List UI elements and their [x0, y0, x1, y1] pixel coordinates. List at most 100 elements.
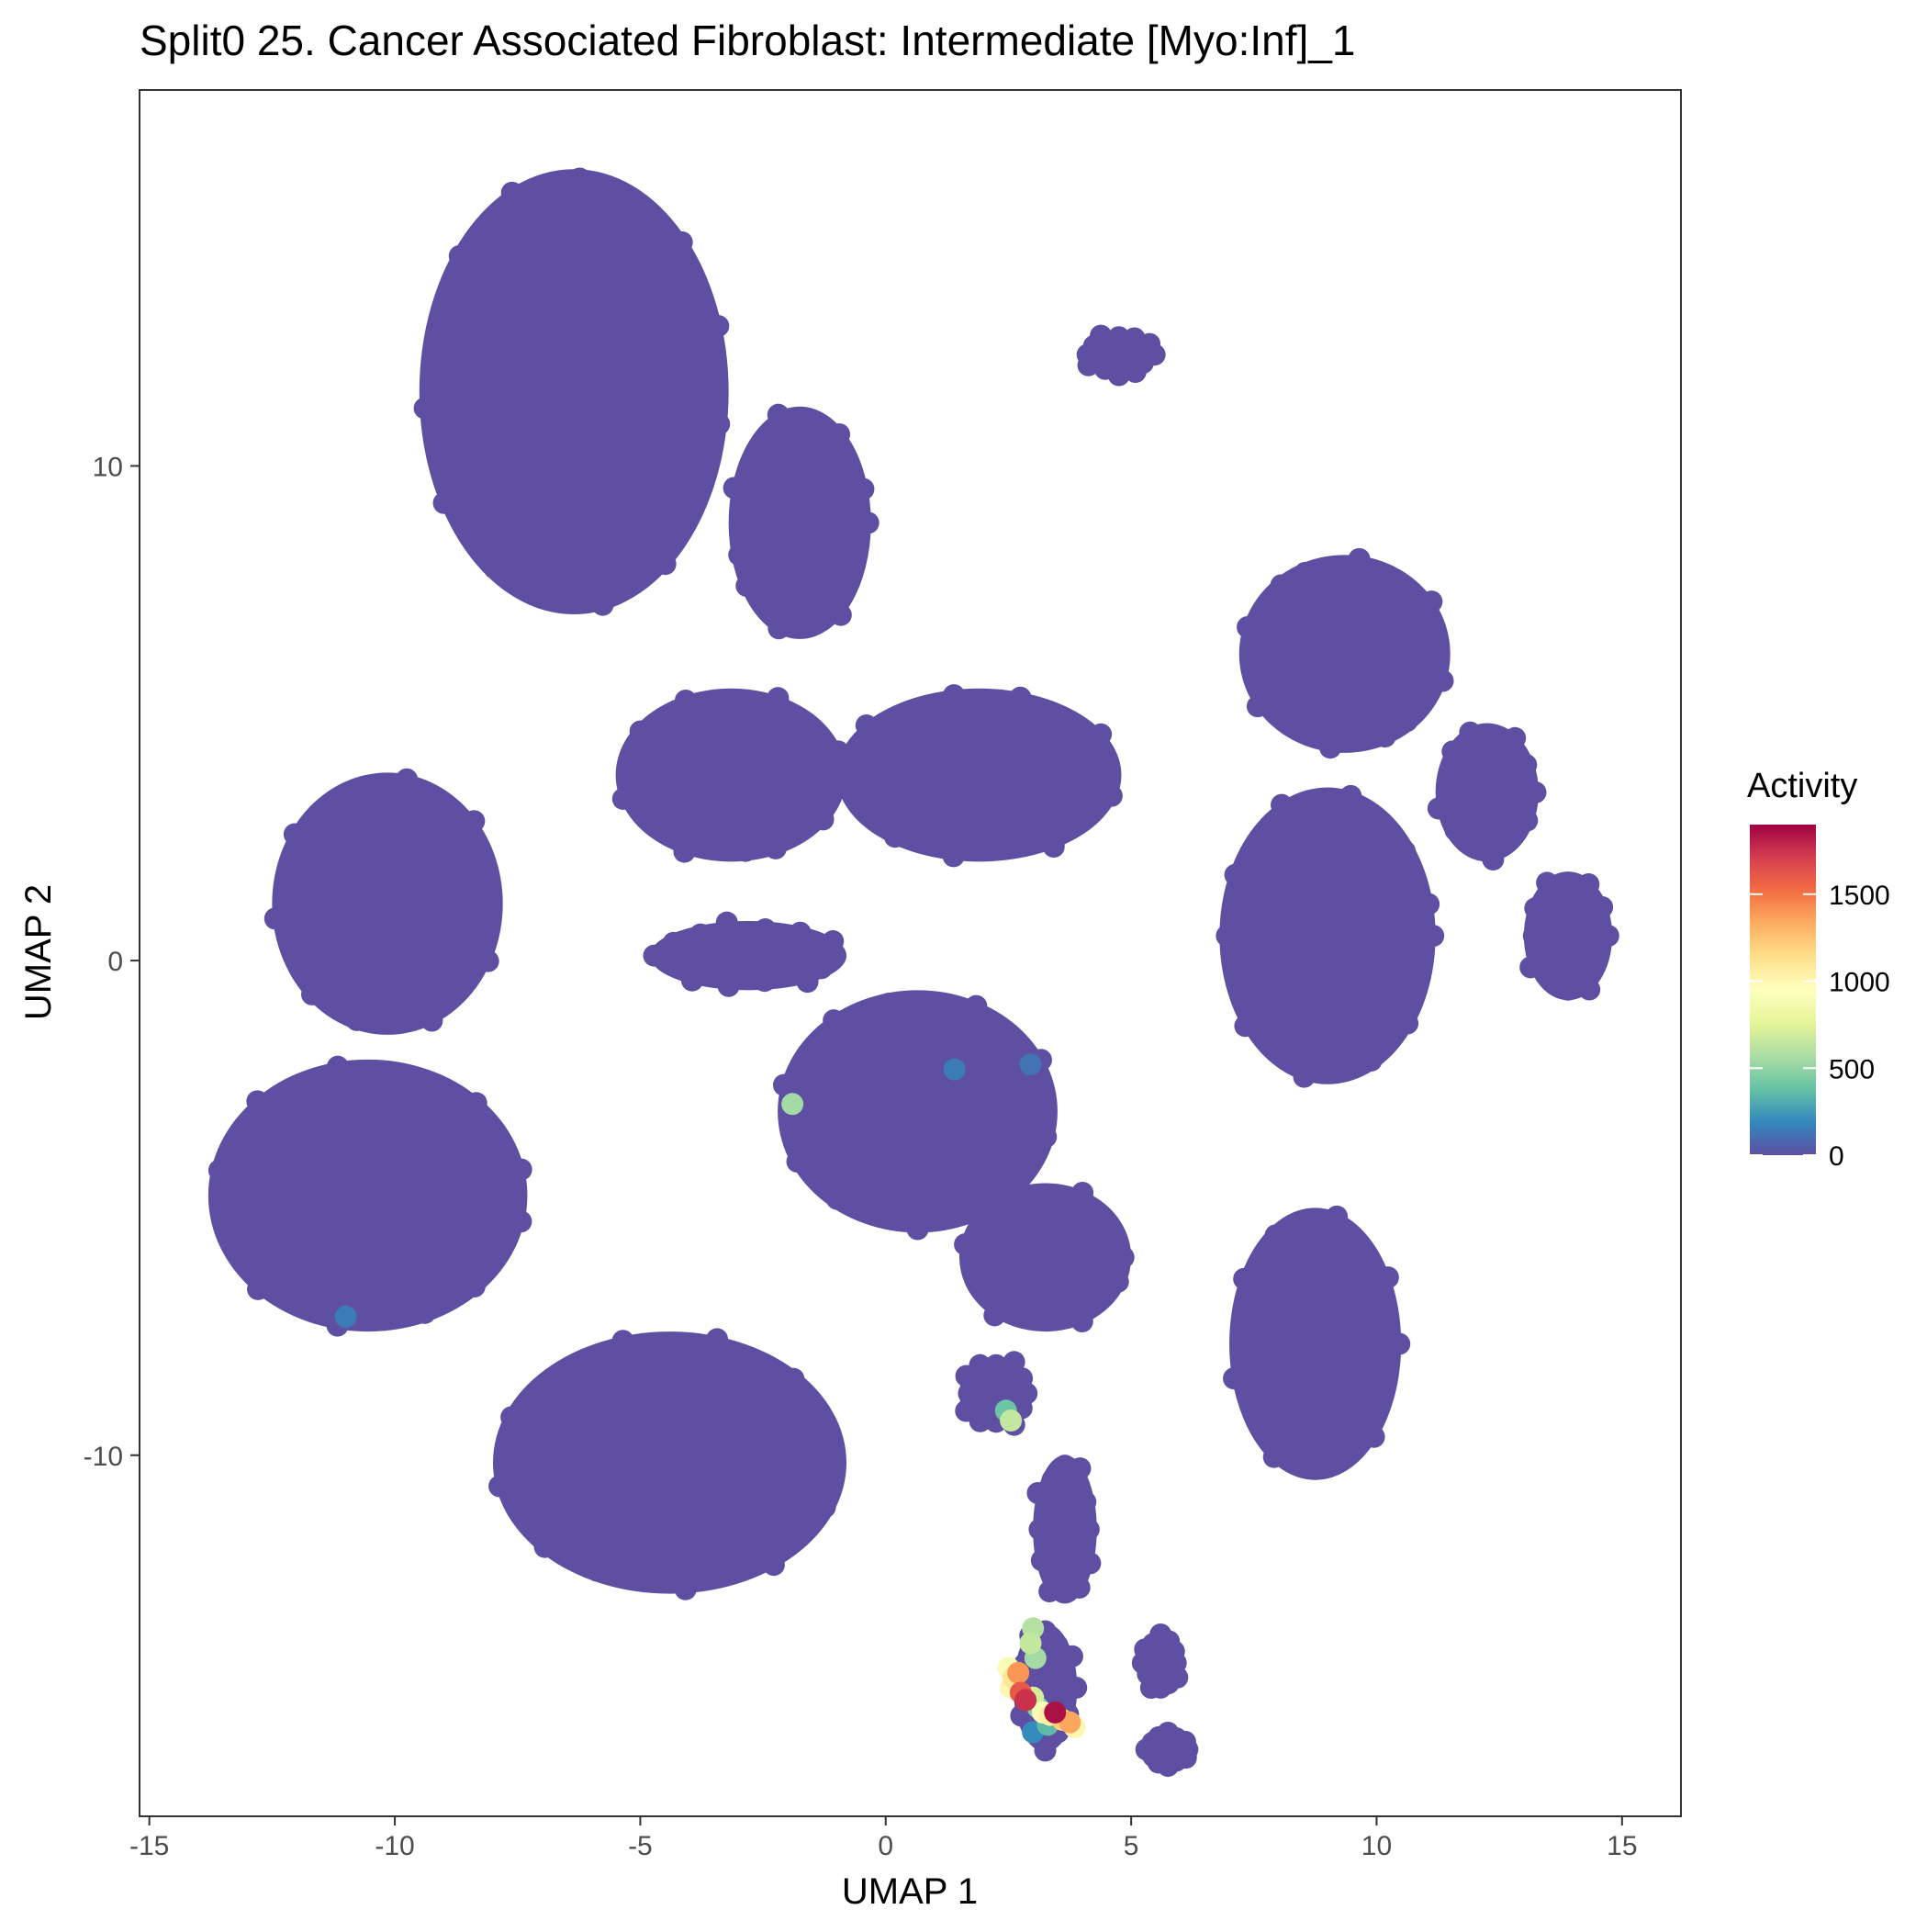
cell-point: [611, 1330, 634, 1353]
cell-point: [741, 455, 764, 478]
x-tick-label: 15: [1607, 1831, 1637, 1861]
cell-point: [734, 839, 757, 862]
cell-point: [706, 1328, 729, 1351]
cell-point: [672, 430, 695, 453]
cell-point: [1578, 978, 1601, 1001]
cell-point: [586, 1559, 609, 1582]
cell-point: [385, 1063, 408, 1086]
cell-point: [1000, 1410, 1023, 1432]
cell-point: [754, 918, 777, 941]
cell-point: [1264, 836, 1287, 859]
cell-point: [1296, 719, 1319, 742]
y-axis-label: UMAP 2: [18, 884, 59, 1020]
cell-cluster: [1427, 721, 1547, 871]
cell-point: [776, 812, 799, 835]
cell-point: [1411, 621, 1434, 644]
cell-point: [789, 422, 812, 445]
cell-point: [1519, 956, 1542, 979]
y-tick-label: 0: [107, 947, 123, 977]
cell-point: [1304, 1457, 1327, 1480]
cell-point: [1259, 1261, 1282, 1284]
legend-tick-label: 1500: [1829, 881, 1890, 911]
cell-point: [1444, 818, 1467, 841]
cell-point: [786, 1151, 809, 1174]
cell-point: [808, 764, 831, 787]
cell-point: [1090, 723, 1113, 746]
cell-point: [611, 787, 634, 810]
cell-point: [471, 1250, 494, 1273]
cell-point: [334, 1305, 357, 1328]
cell-point: [983, 1304, 1006, 1327]
cell-point: [1077, 1518, 1100, 1541]
cell-point: [1234, 1015, 1257, 1038]
cell-point: [1015, 1302, 1038, 1325]
cell-point: [464, 296, 487, 319]
cell-point: [789, 611, 812, 634]
cell-point: [646, 497, 669, 520]
cell-point: [1237, 1332, 1260, 1355]
cell-point: [1577, 872, 1600, 895]
y-axis: -10 0 10: [84, 452, 140, 1472]
cell-point: [750, 1361, 773, 1384]
cell-point: [825, 1156, 848, 1179]
cell-point: [823, 1009, 846, 1032]
cell-point: [992, 1040, 1015, 1063]
cell-point: [1283, 1215, 1306, 1238]
cell-point: [883, 826, 906, 848]
cell-point: [675, 494, 698, 517]
cell-point: [432, 978, 455, 1001]
cell-point: [932, 1196, 955, 1219]
cell-cluster: [723, 403, 879, 640]
cell-point: [644, 1342, 667, 1365]
cell-point: [292, 927, 315, 949]
cell-point: [476, 949, 499, 972]
cell-point: [333, 976, 356, 999]
cell-point: [789, 921, 812, 944]
cell-point: [1085, 1205, 1108, 1228]
cell-point: [1233, 1302, 1256, 1325]
cell-point: [306, 1080, 329, 1103]
cell-point: [1244, 643, 1267, 666]
cell-point: [476, 240, 499, 263]
cell-point: [1370, 568, 1393, 591]
cell-point: [356, 1287, 379, 1310]
legend-colorbar: [1750, 825, 1816, 1155]
cell-point: [674, 689, 697, 712]
cell-point: [728, 544, 751, 567]
cell-point: [1336, 1421, 1359, 1443]
cell-point: [1297, 810, 1320, 833]
legend-tick-label: 1000: [1829, 968, 1890, 998]
cell-point: [1069, 1457, 1092, 1480]
cell-point: [254, 1126, 277, 1149]
cell-point: [448, 446, 471, 469]
cell-point: [1011, 1079, 1034, 1102]
cell-point: [674, 1578, 697, 1601]
cell-cluster: [643, 911, 846, 997]
cell-point: [633, 764, 655, 787]
cell-point: [979, 1021, 1002, 1044]
cell-point: [1596, 925, 1619, 948]
cell-point: [471, 489, 494, 511]
cell-point: [1028, 1518, 1051, 1541]
cell-point: [465, 1092, 487, 1115]
cell-point: [1237, 616, 1260, 639]
cell-point: [1524, 781, 1547, 803]
cell-point: [1019, 1053, 1042, 1076]
cell-point: [531, 1510, 554, 1533]
cell-point: [664, 715, 687, 738]
cell-point: [1420, 643, 1443, 666]
cell-point: [899, 713, 922, 736]
cell-point: [1252, 1413, 1275, 1436]
cell-point: [779, 712, 802, 735]
cell-point: [1243, 845, 1266, 868]
cell-point: [547, 575, 570, 598]
cell-point: [1420, 590, 1443, 613]
cell-point: [707, 828, 730, 851]
cell-point: [1014, 1689, 1037, 1712]
cell-cluster: [1223, 1205, 1411, 1480]
cell-point: [1367, 1306, 1390, 1329]
cell-point: [1261, 1018, 1284, 1041]
cell-point: [717, 974, 740, 997]
cell-point: [1339, 1235, 1362, 1258]
cell-point: [247, 1277, 270, 1300]
